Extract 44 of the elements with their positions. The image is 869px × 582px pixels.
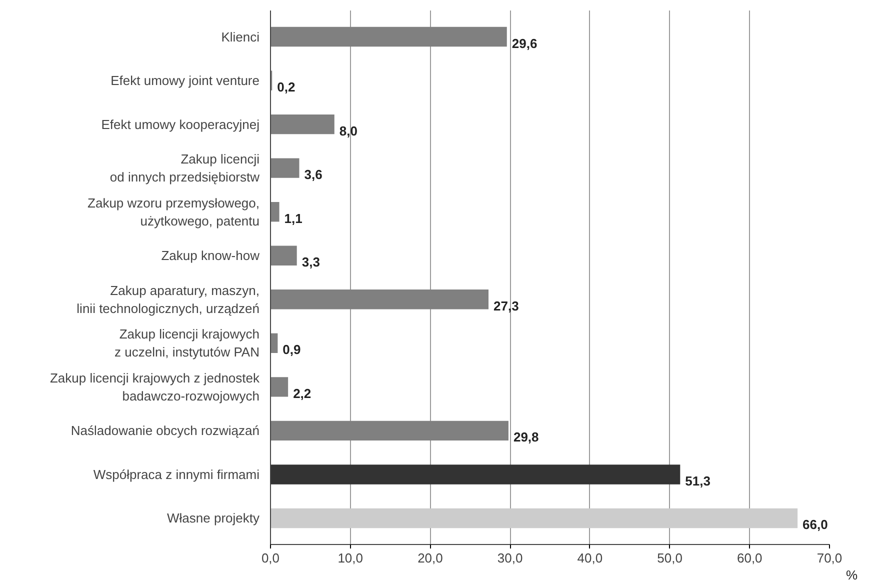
bar	[270, 246, 297, 266]
x-tick-label: 70,0	[816, 550, 842, 566]
bar	[270, 464, 680, 484]
y-tick-label: Klienci	[221, 29, 260, 44]
x-tick-label: 30,0	[497, 550, 523, 566]
data-label: 29,6	[512, 36, 538, 51]
y-tick-label: Efekt umowy kooperacyjnej	[101, 116, 260, 132]
bar	[270, 158, 300, 178]
x-tick-label: 40,0	[577, 550, 603, 566]
data-label: 27,3	[494, 298, 519, 314]
x-tick-label: 20,0	[418, 550, 443, 566]
y-tick-label: Zakup licencji krajowych z jednostek badawczo-rozwojowych	[50, 370, 260, 404]
bar	[270, 333, 278, 354]
data-label: 0,2	[277, 80, 296, 95]
bar	[270, 26, 507, 47]
y-tick-label: Zakup wzoru przemysłowego, użytkowego, patentu	[88, 195, 260, 228]
data-label: 8,0	[339, 123, 358, 138]
data-label: 3,6	[304, 167, 322, 182]
data-label: 29,8	[513, 430, 539, 445]
y-tick-label: Zakup licencji od innych przedsiębiorstw	[110, 152, 260, 185]
data-label: 1,1	[284, 210, 302, 226]
data-label: 2,2	[293, 386, 312, 401]
data-label: 0,9	[282, 342, 301, 358]
bar	[270, 202, 280, 222]
bar	[270, 377, 288, 397]
y-tick-label: Zakup licencji krajowych z uczelni, instytutów PAN	[114, 326, 260, 360]
bar	[270, 508, 798, 528]
data-label: 3,3	[302, 254, 320, 270]
y-tick-label: Zakup know-how	[161, 248, 260, 264]
bar	[270, 114, 334, 134]
x-axis-title: %	[846, 568, 858, 582]
bar	[270, 290, 489, 310]
bar	[270, 420, 508, 441]
y-tick-label: Współpraca z innymi firmami	[93, 466, 260, 482]
y-tick-label: Efekt umowy joint venture	[110, 73, 260, 88]
x-tick-label: 50,0	[657, 550, 682, 566]
x-tick-label: 60,0	[736, 550, 762, 566]
y-tick-label: Zakup aparatury, maszyn, linii technologicznych, urządzeń	[76, 282, 260, 316]
data-label: 51,3	[685, 473, 710, 488]
x-tick-label: 10,0	[338, 550, 364, 566]
y-tick-label: Własne projekty	[167, 510, 260, 526]
data-label: 66,0	[802, 517, 828, 532]
x-tick-label: 0,0	[261, 550, 280, 566]
y-tick-label: Naśladowanie obcych rozwiązań	[70, 423, 260, 438]
